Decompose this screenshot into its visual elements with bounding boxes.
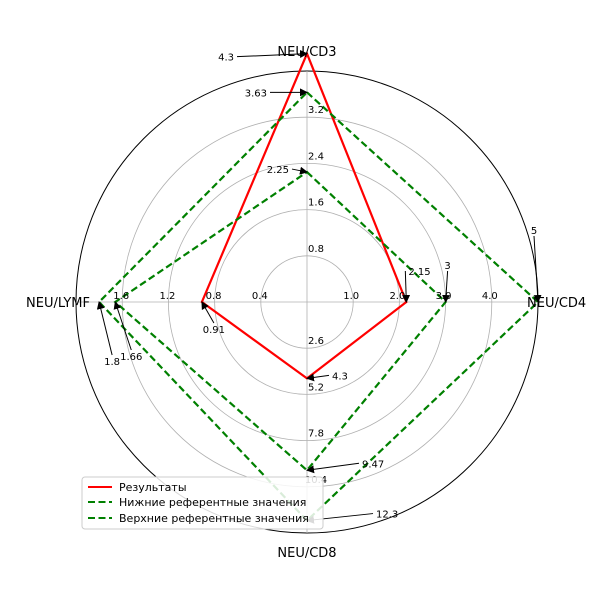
annotation-label-7: 4.3 [332,371,348,382]
axis-label-layer: NEU/CD3 NEU/CD4 NEU/CD8 NEU/LYMF [26,45,586,561]
annotation-label-12: 1.8 [104,357,120,368]
tick-label-neu-lymf-3: 1.2 [159,291,175,302]
series-lower-reference [113,170,448,472]
axis-label-neu-cd4: NEU/CD4 [527,296,586,311]
legend-label-upper-reference: Верхние референтные значения [119,512,309,525]
tick-label-neu-lymf-2: 0.8 [206,291,222,302]
annotation-arrow-7 [306,373,330,382]
tick-label-neu-cd8-2: 5.2 [308,382,324,393]
tick-label-neu-cd4-4: 4.0 [482,291,498,302]
series-layer [97,50,540,523]
tick-label-neu-cd3-3: 2.4 [308,151,324,162]
annotation-label-10: 0.91 [203,325,225,336]
annotation-label-11: 1.66 [120,352,142,363]
annotation-label-3: 2.25 [267,165,289,176]
tick-label-neu-cd8-1: 2.6 [308,336,324,347]
annotation-arrow-6 [533,235,542,303]
legend-label-lower-reference: Нижние референтные значения [119,496,306,509]
axis-label-neu-lymf: NEU/LYMF [26,296,90,311]
annotation-arrow-3 [291,166,308,175]
annotation-arrow-12 [96,301,113,356]
tick-layer: 0.81.62.43.21.02.03.04.02.65.27.810.40.4… [113,105,498,486]
annotation-layer: 4.3 3.63 2.25 2.15 3 5 4.3 9.47 12.3 0.91 1.661.8 [96,49,542,524]
annotation-label-5: 3 [444,261,450,272]
axis-label-neu-cd8: NEU/CD8 [277,546,336,561]
annotation-label-6: 5 [531,226,537,237]
annotation-label-8: 9.47 [362,459,384,470]
annotation-label-9: 12.3 [376,510,398,521]
annotation-arrow-11 [113,301,132,351]
tick-label-neu-lymf-4: 1.6 [113,291,129,302]
annotation-label-4: 2.15 [408,267,430,278]
annotation-label-1: 4.3 [218,53,234,64]
series-upper-reference [97,90,540,523]
annotation-arrow-4 [402,270,411,303]
tick-label-neu-cd3-1: 0.8 [308,244,324,255]
tick-label-neu-cd3-2: 1.6 [308,198,324,209]
legend: Результаты Нижние референтные значения В… [81,476,324,530]
tick-label-neu-cd4-3: 3.0 [436,291,452,302]
axis-label-neu-cd3: NEU/CD3 [277,45,336,60]
tick-label-neu-lymf-1: 0.4 [252,291,268,302]
annotation-label-2: 3.63 [245,88,267,99]
annotation-arrow-8 [306,462,360,474]
tick-label-neu-cd4-2: 2.0 [389,291,405,302]
annotation-arrow-1 [236,49,308,58]
legend-box [81,476,324,530]
grid-layer [75,70,539,534]
annotation-arrow-5 [442,270,451,303]
tick-label-neu-cd4-1: 1.0 [343,291,359,302]
tick-label-neu-cd8-3: 7.8 [308,429,324,440]
series-results [200,50,408,380]
tick-label-neu-cd3-4: 3.2 [308,105,324,116]
legend-label-results: Результаты [119,481,187,494]
annotation-arrow-10 [201,301,215,324]
